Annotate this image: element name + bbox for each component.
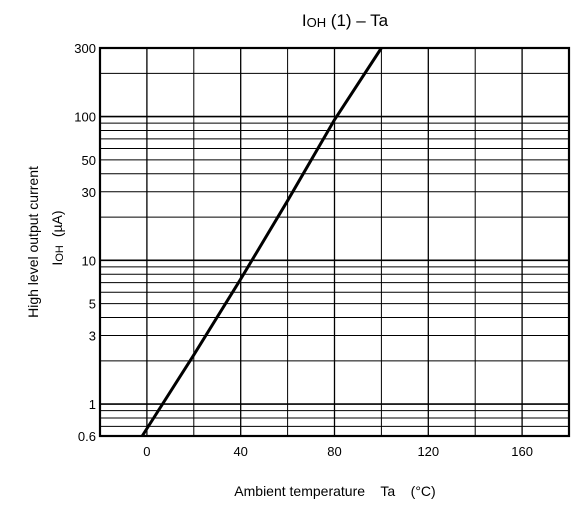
y-tick-label: 30 xyxy=(82,185,96,200)
y-axis-label-line2: IOH (µA) xyxy=(49,210,66,265)
grid xyxy=(100,48,569,437)
y-tick-label: 0.6 xyxy=(78,429,96,444)
y-tick-labels: 0.6 1 3 5 10 30 50 100 300 xyxy=(74,41,96,444)
chart-title-rest: (1) – Ta xyxy=(326,11,389,30)
x-tick-label: 40 xyxy=(233,444,247,459)
x-axis-label: Ambient temperature Ta (°C) xyxy=(234,483,435,499)
chart-title-main: I xyxy=(302,11,307,30)
y-axis-label-unit: (µA) xyxy=(49,210,65,237)
y-axis-label-line1: High level output current xyxy=(25,166,41,318)
x-tick-label: 0 xyxy=(143,444,150,459)
y-tick-label: 1 xyxy=(89,397,96,412)
y-tick-label: 3 xyxy=(89,329,96,344)
y-tick-label: 50 xyxy=(82,153,96,168)
y-tick-label: 5 xyxy=(89,297,96,312)
chart-title-sub: OH xyxy=(307,15,327,30)
chart-title: IOH (1) – Ta xyxy=(302,11,389,30)
plot-frame xyxy=(98,46,571,438)
series-line xyxy=(140,47,383,437)
series-group xyxy=(140,47,383,437)
y-axis-label-sub: OH xyxy=(54,245,66,262)
x-tick-label: 120 xyxy=(417,444,439,459)
x-tick-labels: 0 40 80 120 160 xyxy=(143,444,533,459)
x-tick-label: 160 xyxy=(511,444,533,459)
y-tick-label: 10 xyxy=(82,253,96,268)
y-tick-label: 100 xyxy=(74,110,96,125)
y-axis-label-main: I xyxy=(49,262,65,266)
y-tick-label: 300 xyxy=(74,41,96,56)
x-tick-label: 80 xyxy=(327,444,341,459)
